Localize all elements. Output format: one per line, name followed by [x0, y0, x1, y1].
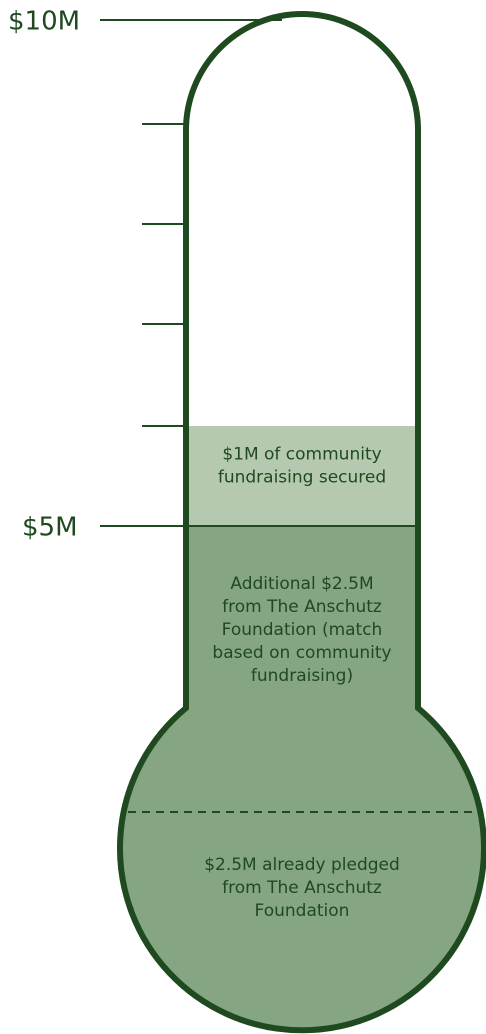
- segment-text: Additional $2.5M: [230, 574, 373, 594]
- scale-label: $5M: [22, 513, 78, 543]
- segment-text: from The Anschutz: [222, 597, 382, 617]
- segment-text: fundraising secured: [218, 468, 386, 488]
- segment-labels: $1M of community fundraising secured Addit…: [204, 445, 400, 922]
- ticks: [100, 19, 282, 527]
- segment-text: from The Anschutz: [222, 878, 382, 898]
- segment-text: Foundation (match: [222, 620, 383, 640]
- fill: [119, 426, 484, 1031]
- scale-label: $10M: [8, 7, 80, 37]
- segment-text: $1M of community: [222, 445, 381, 465]
- outline: [117, 11, 486, 1034]
- segment-text: based on community: [212, 643, 391, 663]
- segment-text: fundraising): [251, 666, 353, 686]
- segment-text: $2.5M already pledged: [204, 855, 400, 875]
- segment-text: Foundation: [255, 901, 350, 921]
